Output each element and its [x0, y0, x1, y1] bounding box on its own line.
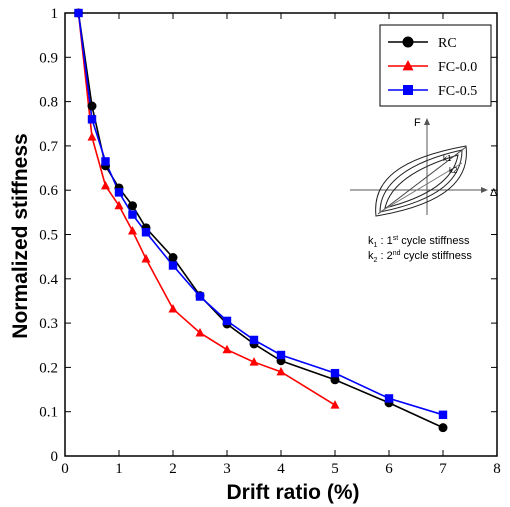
series-line-fc-0-0 — [77, 12, 336, 406]
data-point-square — [74, 8, 83, 18]
legend-label: FC-0.0 — [438, 60, 477, 75]
legend-label: RC — [438, 36, 457, 51]
data-point-square — [101, 157, 110, 166]
y-tick-label: 0.3 — [39, 316, 58, 332]
data-point-square — [276, 350, 286, 360]
data-point-square — [141, 228, 151, 237]
x-axis-title: Drift ratio (%) — [227, 481, 360, 504]
inset-force-arrow-icon — [424, 118, 430, 125]
x-tick-label: 5 — [331, 461, 339, 477]
inset-k1-line — [377, 146, 467, 215]
inset-k1-label: k1 — [443, 154, 452, 163]
data-point-square — [222, 316, 232, 326]
data-point-triangle — [87, 132, 97, 141]
series-markers — [74, 8, 448, 433]
data-point-triangle — [330, 400, 340, 409]
data-point-square — [438, 410, 448, 420]
data-point-triangle — [114, 200, 124, 210]
data-point-triangle — [249, 357, 259, 366]
x-tick-label: 0 — [61, 461, 69, 477]
inset-k2-label: k2 — [449, 166, 458, 175]
x-tick-label: 8 — [493, 461, 501, 477]
y-tick-label: 0.7 — [39, 139, 58, 155]
data-point-triangle — [276, 366, 286, 376]
y-axis-title: Normalized stiffness — [9, 133, 32, 338]
data-point-square — [114, 188, 124, 197]
y-tick-label: 1 — [51, 6, 59, 22]
data-point-circle — [168, 253, 178, 263]
inset-k2-line — [379, 162, 463, 213]
y-tick-label: 0.2 — [39, 360, 58, 376]
y-tick-label: 0 — [51, 449, 59, 465]
data-point-triangle — [402, 59, 414, 71]
inset-loop-inner — [384, 154, 459, 209]
data-point-triangle — [222, 344, 232, 354]
x-tick-label: 6 — [385, 461, 393, 477]
x-tick-label: 7 — [439, 461, 447, 477]
inset-loop-outer — [375, 145, 467, 217]
data-point-square — [87, 115, 97, 124]
data-point-circle — [438, 423, 448, 433]
data-point-square — [403, 85, 413, 95]
data-point-square — [128, 210, 137, 219]
inset-disp-arrow-icon — [481, 187, 488, 193]
axis-ticks: 0 1 2 3 4 5 6 7 8 0 0.1 0.2 0.3 0.4 0.5 0.6 0.7 0.8 0.9 1 — [39, 6, 501, 477]
data-point-square — [384, 394, 394, 403]
data-point-square — [168, 261, 178, 270]
data-point-triangle — [168, 303, 178, 313]
data-point-triangle — [128, 226, 137, 235]
data-point-square — [249, 335, 259, 345]
data-point-circle — [330, 375, 340, 385]
data-point-triangle — [141, 253, 151, 263]
inset-loops — [375, 145, 467, 217]
inset-legend-k1: k1 : 1st cycle stiffness — [368, 235, 470, 249]
data-point-circle — [128, 201, 137, 211]
y-tick-label: 0.9 — [39, 50, 58, 66]
y-tick-label: 0.1 — [39, 405, 58, 421]
inset-legend-k2: k2 : 2nd cycle stiffness — [368, 250, 472, 264]
x-tick-label: 2 — [169, 461, 177, 477]
data-point-triangle — [101, 180, 110, 190]
legend-label: FC-0.5 — [438, 84, 477, 99]
legend: RC FC-0.0 FC-0.5 — [379, 24, 492, 107]
inset-force-label: F — [414, 117, 421, 129]
legend-items: RC FC-0.0 FC-0.5 — [388, 36, 477, 99]
hysteresis-inset: F Δ k1 k2 k1 : 1st cycle stiffness k2 : … — [350, 117, 498, 264]
data-point-square — [330, 368, 340, 378]
data-point-circle — [402, 36, 414, 48]
y-tick-label: 0.6 — [39, 183, 58, 199]
x-tick-label: 1 — [115, 461, 123, 477]
data-point-triangle — [195, 327, 205, 337]
inset-disp-label: Δ — [490, 187, 498, 199]
y-tick-label: 0.4 — [39, 272, 58, 288]
x-tick-label: 3 — [223, 461, 231, 477]
y-tick-label: 0.8 — [39, 95, 58, 111]
y-tick-label: 0.5 — [39, 228, 58, 244]
data-point-circle — [87, 101, 97, 111]
x-tick-label: 4 — [277, 461, 285, 477]
data-point-square — [195, 292, 205, 301]
